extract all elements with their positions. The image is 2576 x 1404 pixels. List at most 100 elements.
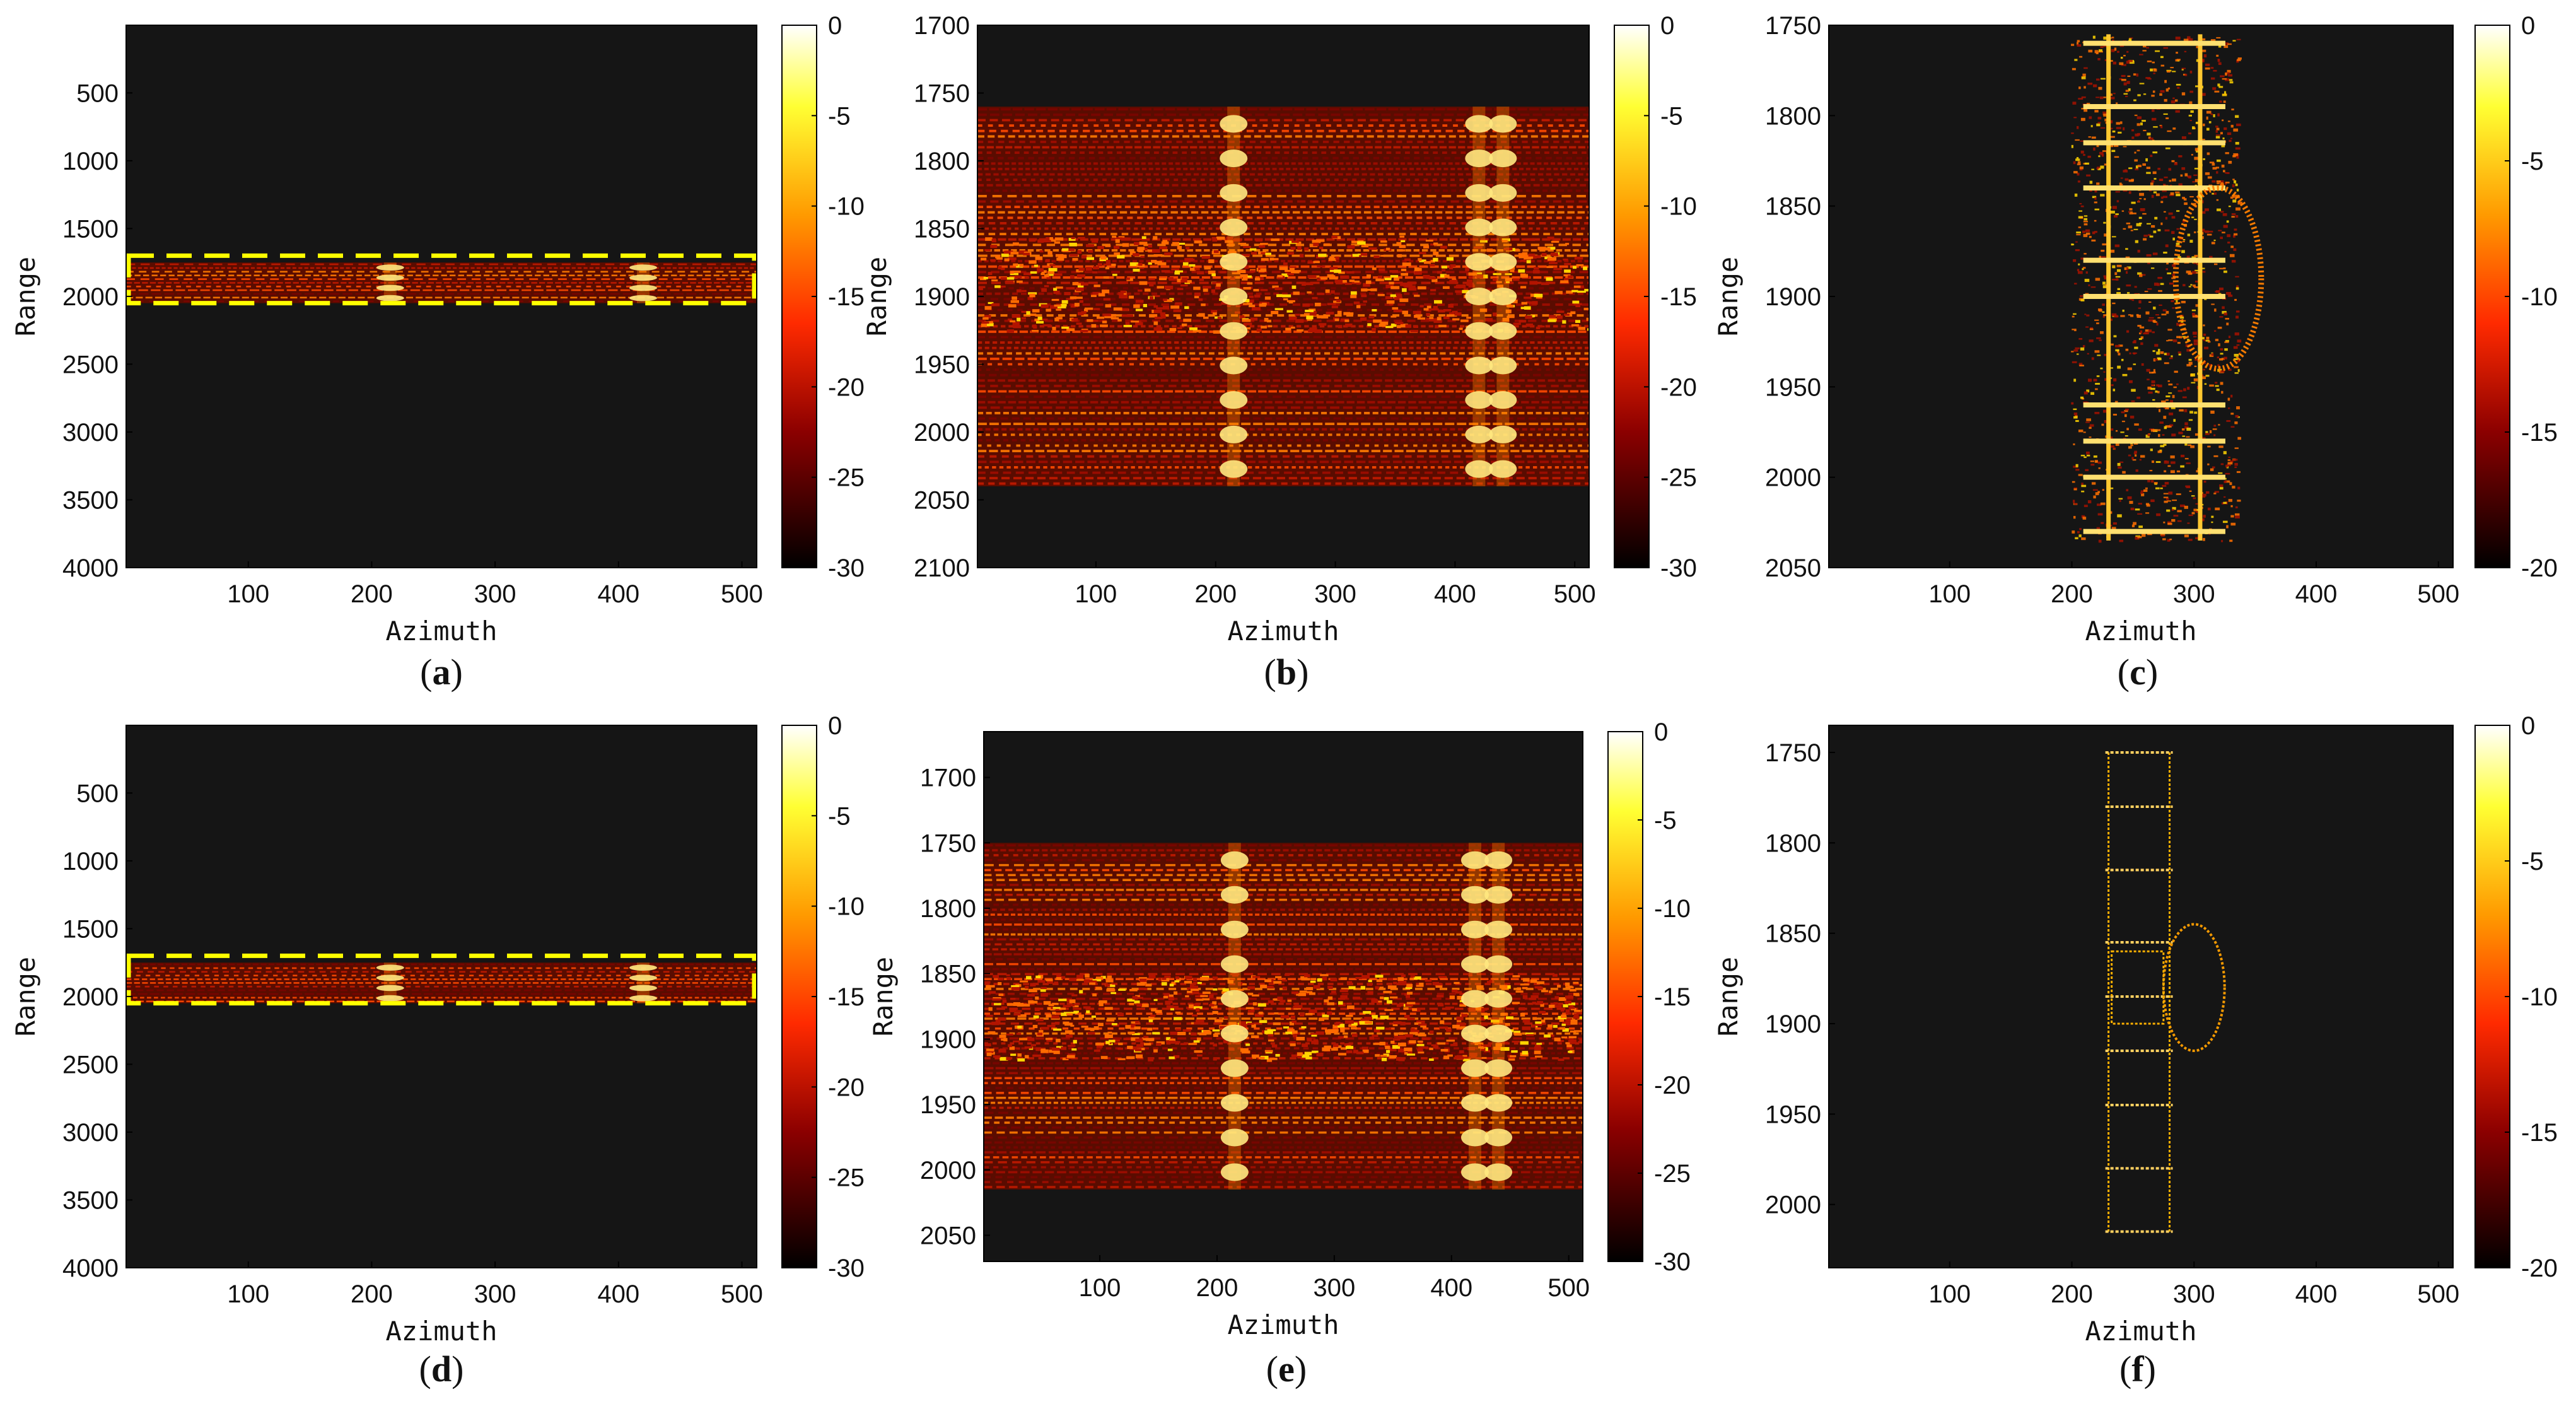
speckle xyxy=(1405,324,1412,328)
colorbar-tick-label: -15 xyxy=(2521,1119,2558,1147)
speckle xyxy=(1510,1014,1518,1016)
speckle xyxy=(2226,172,2230,174)
speckle xyxy=(1297,1005,1303,1009)
speckle xyxy=(1562,1021,1571,1026)
speckle xyxy=(1456,1016,1464,1021)
speckle xyxy=(1041,288,1047,292)
speckle xyxy=(1563,313,1570,316)
speckle xyxy=(2124,178,2129,181)
speckle xyxy=(2226,420,2231,422)
speckle xyxy=(1503,247,1513,251)
speckle xyxy=(2160,283,2164,285)
speckle xyxy=(2157,283,2160,286)
speckle xyxy=(1074,296,1083,299)
column-glow xyxy=(383,962,397,1003)
speckle xyxy=(2201,59,2205,62)
speckle xyxy=(1381,1058,1387,1062)
speckle xyxy=(2145,487,2148,489)
speckle xyxy=(1062,1058,1069,1060)
speckle xyxy=(1334,1056,1339,1060)
speckle xyxy=(2165,353,2170,356)
speckle xyxy=(1066,298,1074,300)
speckle xyxy=(1013,1002,1021,1006)
speckle xyxy=(1433,242,1438,245)
speckle xyxy=(1330,1029,1339,1032)
speckle xyxy=(1196,981,1202,985)
speckle xyxy=(2073,443,2075,445)
speckle xyxy=(1171,268,1180,271)
caption-paren: ) xyxy=(452,1348,463,1389)
speckle xyxy=(993,997,1001,1000)
speckle xyxy=(2152,460,2155,463)
speckle xyxy=(1158,278,1167,281)
speckle xyxy=(1376,979,1383,982)
heatmap-content xyxy=(126,953,757,1006)
speckle xyxy=(1047,251,1052,255)
speckle xyxy=(1137,247,1145,250)
speckle xyxy=(1000,1048,1006,1051)
speckle xyxy=(1440,274,1447,278)
speckle xyxy=(2134,114,2138,116)
speckle xyxy=(2179,409,2184,412)
bright-spot xyxy=(629,264,657,271)
speckle xyxy=(1088,250,1093,253)
speckle xyxy=(1386,1050,1390,1053)
bright-spot xyxy=(1460,920,1489,939)
speckle xyxy=(1247,282,1253,285)
speckle xyxy=(1016,280,1023,283)
speckle xyxy=(2151,95,2155,97)
speckle xyxy=(2210,39,2216,42)
speckle xyxy=(2133,452,2136,455)
speckle xyxy=(2217,59,2220,62)
speckle xyxy=(1086,257,1095,260)
speckle xyxy=(2139,197,2142,199)
speckle-band xyxy=(984,973,1583,1062)
speckle xyxy=(1445,1006,1454,1009)
speckle xyxy=(1117,1012,1124,1017)
speckle xyxy=(1343,312,1350,315)
speckle xyxy=(2186,364,2191,366)
speckle xyxy=(1037,317,1042,320)
colorbar-tick-label: -25 xyxy=(1660,464,1697,492)
speckle xyxy=(1424,261,1431,264)
speckle xyxy=(1282,980,1287,982)
speckle xyxy=(1196,1037,1201,1041)
speckle xyxy=(2171,355,2173,358)
speckle xyxy=(2221,390,2223,394)
speckle xyxy=(1338,1001,1343,1005)
speckle xyxy=(1189,327,1198,331)
speckle xyxy=(2121,79,2126,81)
speckle xyxy=(988,301,994,305)
speckle xyxy=(2140,336,2144,339)
speckle xyxy=(2078,210,2083,212)
speckle xyxy=(2129,208,2133,211)
speckle xyxy=(1570,1019,1578,1022)
speckle xyxy=(1520,307,1528,310)
speckle xyxy=(1053,290,1060,295)
colorbar-tick-label: -15 xyxy=(1660,283,1697,311)
speckle xyxy=(1349,279,1355,283)
speckle xyxy=(1118,1042,1123,1046)
speckle xyxy=(2133,73,2136,76)
speckle xyxy=(2142,163,2146,166)
speckle xyxy=(2217,113,2220,117)
speckle xyxy=(1295,313,1300,316)
speckle xyxy=(2134,346,2138,349)
speckle xyxy=(2104,354,2107,356)
speckle xyxy=(1213,988,1218,991)
speckle xyxy=(2103,314,2108,317)
speckle xyxy=(2114,244,2120,247)
speckle xyxy=(2223,91,2227,95)
speckle xyxy=(1261,325,1267,329)
speckle xyxy=(1566,1046,1574,1050)
panel-caption: (b) xyxy=(1264,652,1309,693)
speckle xyxy=(2096,337,2101,339)
speckle xyxy=(1121,314,1130,317)
speckle xyxy=(1437,1003,1444,1007)
speckle xyxy=(1209,994,1214,998)
speckle xyxy=(2111,49,2115,52)
bright-spot xyxy=(376,985,404,992)
speckle xyxy=(1165,1000,1173,1003)
speckle xyxy=(1175,1028,1181,1031)
speckle xyxy=(1479,240,1488,243)
